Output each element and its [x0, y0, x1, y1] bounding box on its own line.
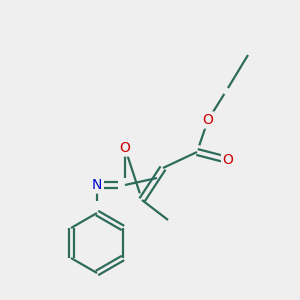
Text: O: O	[120, 141, 130, 155]
Text: N: N	[92, 178, 102, 192]
Text: O: O	[223, 153, 233, 167]
Text: O: O	[202, 113, 213, 127]
